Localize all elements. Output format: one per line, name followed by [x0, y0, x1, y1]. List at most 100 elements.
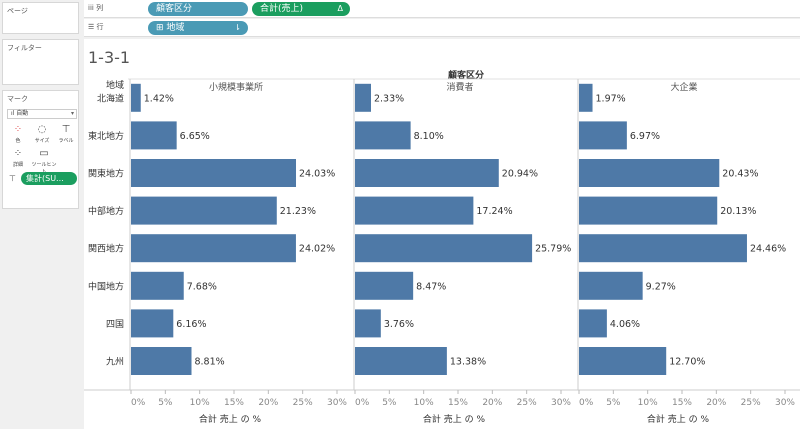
- bar: [579, 159, 720, 187]
- bar-value-label: 3.76%: [384, 319, 414, 330]
- bar-value-label: 4.06%: [610, 319, 640, 330]
- x-axis-label: 合計 売上 の %: [199, 413, 262, 425]
- panel-header: 消費者: [446, 81, 473, 93]
- bar-value-label: 2.33%: [374, 93, 404, 104]
- bar-value-label: 20.43%: [722, 169, 758, 180]
- bar: [355, 271, 414, 300]
- color-icon: ⁘: [13, 124, 23, 135]
- x-tick-label: 10%: [190, 398, 210, 408]
- x-tick-label: 20%: [482, 398, 502, 408]
- bar: [355, 159, 499, 187]
- viz-area: 1-3-1 地域 顧客区分 小規模事業所 1.42% 6.65% 24.03% 21.23% 2…: [84, 39, 800, 429]
- x-tick-label: 0%: [579, 398, 594, 408]
- mark-type-dropdown[interactable]: ıl 自動 ▾: [7, 109, 77, 119]
- bar-value-label: 1.97%: [596, 93, 626, 104]
- bar: [579, 234, 747, 263]
- segment-column-pill[interactable]: 顧客区分: [148, 2, 248, 16]
- bar-value-label: 25.79%: [535, 244, 571, 255]
- sales-column-pill[interactable]: 合計(売上) Δ: [252, 2, 350, 16]
- x-tick-label: 10%: [638, 398, 658, 408]
- bar-value-label: 8.10%: [414, 131, 444, 142]
- bar-value-label: 20.13%: [720, 206, 756, 217]
- category-label: 東北地方: [88, 130, 124, 142]
- x-tick-label: 30%: [775, 398, 795, 408]
- x-tick-label: 15%: [224, 398, 244, 408]
- delta-icon: Δ: [337, 4, 343, 13]
- detail-button[interactable]: ⁘ 詳細: [7, 147, 29, 171]
- size-button[interactable]: ◌ サイズ: [31, 123, 53, 147]
- x-tick-label: 15%: [672, 398, 692, 408]
- bar: [579, 121, 627, 150]
- bar-value-label: 13.38%: [450, 357, 486, 368]
- bar: [355, 83, 371, 112]
- detail-icon: ⁘: [13, 148, 23, 159]
- pages-card[interactable]: ページ: [2, 2, 79, 34]
- plus-icon: ⊞: [156, 23, 167, 33]
- chevron-down-icon: ▾: [70, 110, 74, 117]
- bar-value-label: 9.27%: [646, 281, 676, 292]
- rows-shelf-label: ☰ 行: [88, 23, 104, 31]
- x-tick-label: 20%: [258, 398, 278, 408]
- x-tick-label: 5%: [606, 398, 621, 408]
- mark-type-value: 自動: [16, 110, 29, 117]
- bar: [579, 347, 667, 375]
- bar-value-label: 24.02%: [299, 244, 335, 255]
- bar: [131, 121, 177, 150]
- row-header: 地域: [106, 79, 124, 91]
- label-icon: ⊤: [61, 124, 71, 135]
- panel-header: 大企業: [670, 81, 697, 93]
- category-label: 九州: [106, 357, 124, 368]
- bar-value-label: 24.46%: [750, 244, 786, 255]
- x-axis-label: 合計 売上 の %: [423, 413, 486, 425]
- column-header: 顧客区分: [448, 69, 484, 81]
- columns-shelf-label: iii 列: [88, 4, 104, 12]
- bar-chart-icon: ıl: [11, 110, 17, 117]
- size-label: サイズ: [34, 138, 50, 144]
- x-tick-label: 25%: [517, 398, 537, 408]
- category-label: 四国: [106, 319, 124, 330]
- bar-value-label: 12.70%: [669, 357, 705, 368]
- size-icon: ◌: [37, 124, 47, 135]
- bar-value-label: 8.81%: [194, 357, 224, 368]
- bar: [355, 234, 533, 263]
- x-tick-label: 30%: [327, 398, 347, 408]
- bar: [355, 347, 447, 375]
- rows-shelf: ☰ 行 ⊞ 地域 ⇂: [84, 19, 800, 37]
- bar-value-label: 6.16%: [176, 319, 206, 330]
- x-tick-label: 25%: [293, 398, 313, 408]
- color-button[interactable]: ⁘ 色: [7, 123, 29, 147]
- category-label: 中部地方: [88, 205, 124, 217]
- label-button[interactable]: ⊤ ラベル: [55, 123, 77, 147]
- x-tick-label: 15%: [448, 398, 468, 408]
- label-label: ラベル: [58, 138, 74, 144]
- bar-value-label: 6.65%: [180, 131, 210, 142]
- x-tick-label: 0%: [131, 398, 146, 408]
- sort-icon: ⇂: [234, 23, 241, 32]
- x-tick-label: 0%: [355, 398, 370, 408]
- bar: [131, 83, 141, 112]
- bar: [131, 271, 184, 300]
- bar: [579, 309, 607, 338]
- panel-header: 小規模事業所: [209, 81, 263, 93]
- label-mark-icon: ⊤: [9, 174, 16, 183]
- x-axis-label: 合計 売上 の %: [647, 413, 710, 425]
- region-row-pill[interactable]: ⊞ 地域 ⇂: [148, 21, 248, 35]
- filters-card[interactable]: フィルター: [2, 39, 79, 85]
- bar: [355, 121, 411, 150]
- bar: [131, 347, 192, 375]
- bar-value-label: 20.94%: [502, 169, 538, 180]
- bar-value-label: 1.42%: [144, 93, 174, 104]
- x-tick-label: 20%: [706, 398, 726, 408]
- bar: [355, 196, 474, 225]
- filters-title: フィルター: [7, 44, 42, 52]
- category-label: 関東地方: [88, 168, 124, 180]
- marks-card: マーク ıl 自動 ▾ ⁘ 色 ◌ サイズ ⊤ ラベル ⁘ 詳細 ▭ ツールヒン…: [2, 90, 79, 209]
- bar: [131, 159, 297, 187]
- bar-value-label: 21.23%: [280, 206, 316, 217]
- aggregate-pill[interactable]: 集計(SU...: [21, 172, 77, 185]
- pages-title: ページ: [7, 7, 28, 15]
- tooltip-button[interactable]: ▭ ツールヒント: [31, 147, 57, 175]
- category-label: 関西地方: [88, 243, 124, 255]
- bar: [355, 309, 381, 338]
- x-tick-label: 5%: [158, 398, 173, 408]
